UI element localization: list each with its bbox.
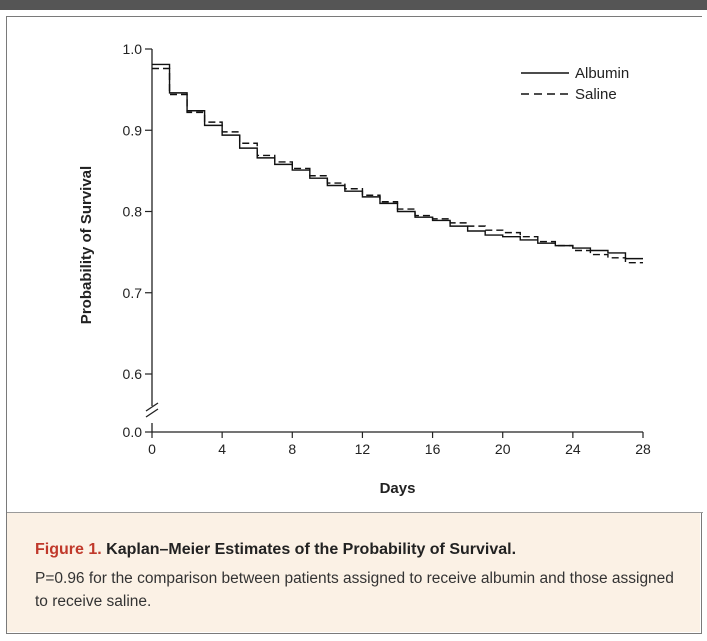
legend-label-albumin: Albumin	[575, 65, 629, 82]
legend-label-saline: Saline	[575, 86, 617, 103]
y-tick-label: 0.0	[123, 424, 143, 440]
y-tick-label: 1.0	[123, 41, 143, 57]
series-line-albumin	[152, 63, 643, 260]
caption-title: Figure 1. Kaplan–Meier Estimates of the …	[35, 541, 516, 559]
series-line-saline	[152, 67, 643, 264]
axis-break-mark	[145, 402, 159, 412]
figure-panel: 0 4 8 12 16 20 24 28 0.0 0.6 0.7 0.8 0.9 1.0 Albumin…	[6, 16, 703, 634]
survival-chart: 0 4 8 12 16 20 24 28 0.0 0.6 0.7 0.8 0.9 1.0 Albumin…	[78, 41, 651, 497]
chart-area: 0 4 8 12 16 20 24 28 0.0 0.6 0.7 0.8 0.9 1.0 Albumin…	[7, 17, 703, 513]
x-ticks: 0 4 8 12 16 20 24 28	[148, 432, 651, 457]
legend: Albumin Saline	[521, 65, 629, 103]
x-tick-label: 24	[565, 441, 581, 457]
x-tick-label: 16	[425, 441, 441, 457]
y-tick-label: 0.7	[123, 285, 143, 301]
y-tick-label: 0.6	[123, 366, 143, 382]
x-tick-label: 28	[635, 441, 651, 457]
x-tick-label: 8	[288, 441, 296, 457]
y-axis-label: Probability of Survival	[78, 166, 95, 324]
x-tick-label: 4	[218, 441, 226, 457]
axis-break-mark	[145, 408, 159, 418]
caption-label: Figure 1.	[35, 541, 102, 558]
series-lines	[152, 63, 643, 264]
y-ticks: 0.0 0.6 0.7 0.8 0.9 1.0	[123, 41, 152, 440]
x-tick-label: 20	[495, 441, 511, 457]
x-tick-label: 0	[148, 441, 156, 457]
x-axis-label: Days	[380, 480, 416, 497]
top-rule	[0, 0, 707, 10]
y-tick-label: 0.8	[123, 204, 143, 220]
caption: Figure 1. Kaplan–Meier Estimates of the …	[7, 513, 700, 632]
axes	[145, 49, 643, 433]
caption-heading: Kaplan–Meier Estimates of the Probabilit…	[106, 541, 517, 558]
caption-body: P=0.96 for the comparison between patien…	[35, 570, 674, 610]
x-tick-label: 12	[355, 441, 371, 457]
y-tick-label: 0.9	[123, 122, 143, 138]
